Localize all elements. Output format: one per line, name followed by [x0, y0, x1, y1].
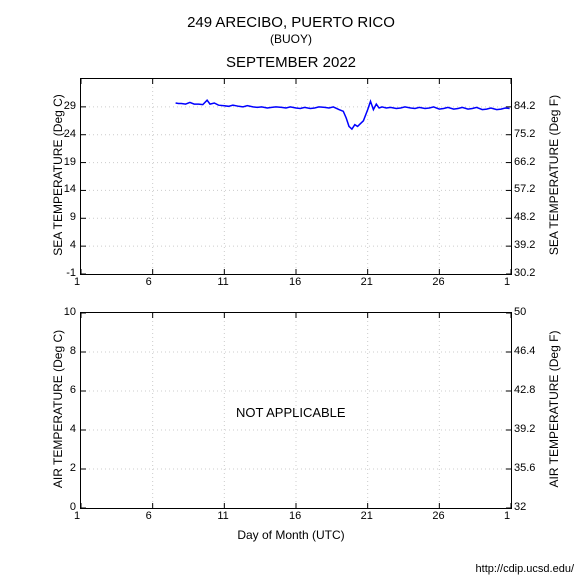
subtitle: (BUOY) — [0, 32, 582, 46]
main-title: 249 ARECIBO, PUERTO RICO — [0, 14, 582, 31]
sea-ylabel-right: SEA TEMPERATURE (Deg F) — [547, 75, 561, 275]
footer-url: http://cdip.ucsd.edu/ — [476, 563, 574, 575]
not-applicable-text: NOT APPLICABLE — [236, 405, 346, 420]
month-title: SEPTEMBER 2022 — [0, 54, 582, 71]
air-ylabel-left: AIR TEMPERATURE (Deg C) — [51, 309, 65, 509]
air-temperature-plot: NOT APPLICABLE — [80, 312, 512, 509]
sea-data-line — [81, 79, 511, 274]
chart-container: 249 ARECIBO, PUERTO RICO (BUOY) SEPTEMBE… — [0, 0, 582, 581]
x-axis-label: Day of Month (UTC) — [0, 528, 582, 542]
sea-temperature-plot — [80, 78, 512, 275]
air-ylabel-right: AIR TEMPERATURE (Deg F) — [547, 309, 561, 509]
